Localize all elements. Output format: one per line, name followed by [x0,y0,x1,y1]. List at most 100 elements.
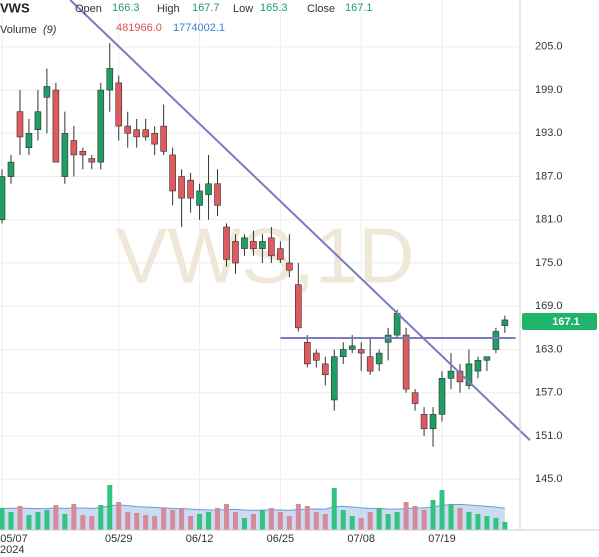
high-value: 167.7 [192,2,220,14]
volume-bar [107,485,113,530]
candle-body [43,86,51,98]
y-tick-label: 193.0 [535,127,563,139]
candle-body [196,190,203,206]
y-tick-label: 163.0 [535,343,563,355]
volume-bar [179,508,185,530]
open-value: 166.3 [112,2,140,14]
volume-bar [26,515,32,530]
volume-bar [448,504,454,530]
x-tick-label: 07/08 [347,533,375,545]
y-tick-label: 157.0 [535,387,563,399]
candle-body [223,226,230,260]
volume-bar [412,506,418,530]
candle-body [187,179,194,199]
candle-body [205,183,212,195]
candle-body [501,319,509,327]
candle-body [465,363,473,386]
close-label: Close [307,3,335,15]
candle-body [88,158,96,163]
volume-bar [224,504,229,530]
volume-bar [250,514,256,530]
volume-bar [161,508,167,530]
year-label: 2024 [0,544,24,556]
candle-body [393,313,401,336]
volume-bar [322,514,328,530]
candle-body [250,241,257,249]
candle-body [106,68,114,91]
candle-body [438,378,446,415]
candle-body [259,241,266,249]
candle-body [61,133,69,177]
candle-body [295,284,302,329]
y-tick-label: 145.0 [535,473,563,485]
volume-bar [125,512,131,530]
volume-bar [268,508,274,530]
volume-bar [0,508,5,530]
candle-body [402,334,410,390]
candle-body [241,237,248,249]
candle-body [366,356,374,372]
volume-bar [502,521,508,530]
volume-ma-line [2,503,505,511]
candle-body [348,345,356,350]
volume-bar [358,518,364,530]
volume-bar [89,516,95,530]
candle-body [411,392,419,404]
volume-bar [17,506,23,530]
volume-bar [116,502,122,530]
candle-body [97,89,105,163]
candle-body [133,129,140,138]
volume-bar [493,518,499,530]
y-tick-label: 169.0 [535,300,563,312]
candle-body [151,133,158,145]
price-tag [522,313,597,330]
y-tick-label: 151.0 [535,430,563,442]
price-tag-label: 167.1 [552,316,580,328]
volume-ma-value: 1774002.1 [173,22,225,34]
volume-bar [466,512,472,530]
candle-body [7,161,15,177]
high-label: High [157,3,180,15]
volume-bar [71,504,77,530]
volume-bar [98,505,104,530]
volume-bar [232,512,238,530]
candle-body [0,176,6,221]
volume-bar [206,512,212,530]
volume-bar [53,505,59,530]
x-tick-label: 05/29 [105,533,133,545]
candle-body [420,414,428,430]
candle-body [321,363,329,376]
volume-bar [313,512,319,530]
volume-value: 481966.0 [116,22,162,34]
candle-body [142,129,149,138]
candle-body [115,82,123,127]
volume-bar [484,516,490,530]
volume-bar [134,513,140,530]
volume-bar [152,516,158,530]
volume-bar [8,512,14,530]
volume-bar [170,510,176,530]
volume-bar [241,518,247,530]
x-tick-label: 05/07 [0,533,28,545]
candle-body [34,111,42,131]
volume-bar [286,516,292,530]
x-tick-label: 06/12 [186,533,214,545]
volume-bar [259,510,265,530]
watermark: VWS,1D [115,212,414,300]
candle-body [483,356,491,361]
volume-bar [215,508,221,530]
candle-body [330,356,338,401]
volume-bar [340,510,346,530]
candle-body [474,359,482,372]
volume-bar [385,514,391,530]
candle-body [268,237,275,257]
volume-bar [80,515,86,530]
candle-body [312,352,320,361]
low-value: 165.3 [260,2,288,14]
trendline [69,0,531,442]
volume-bar [188,516,194,530]
volume-bar [143,515,149,530]
candle-body [232,241,239,264]
volume-bar [421,510,427,530]
candle-body [375,352,383,365]
